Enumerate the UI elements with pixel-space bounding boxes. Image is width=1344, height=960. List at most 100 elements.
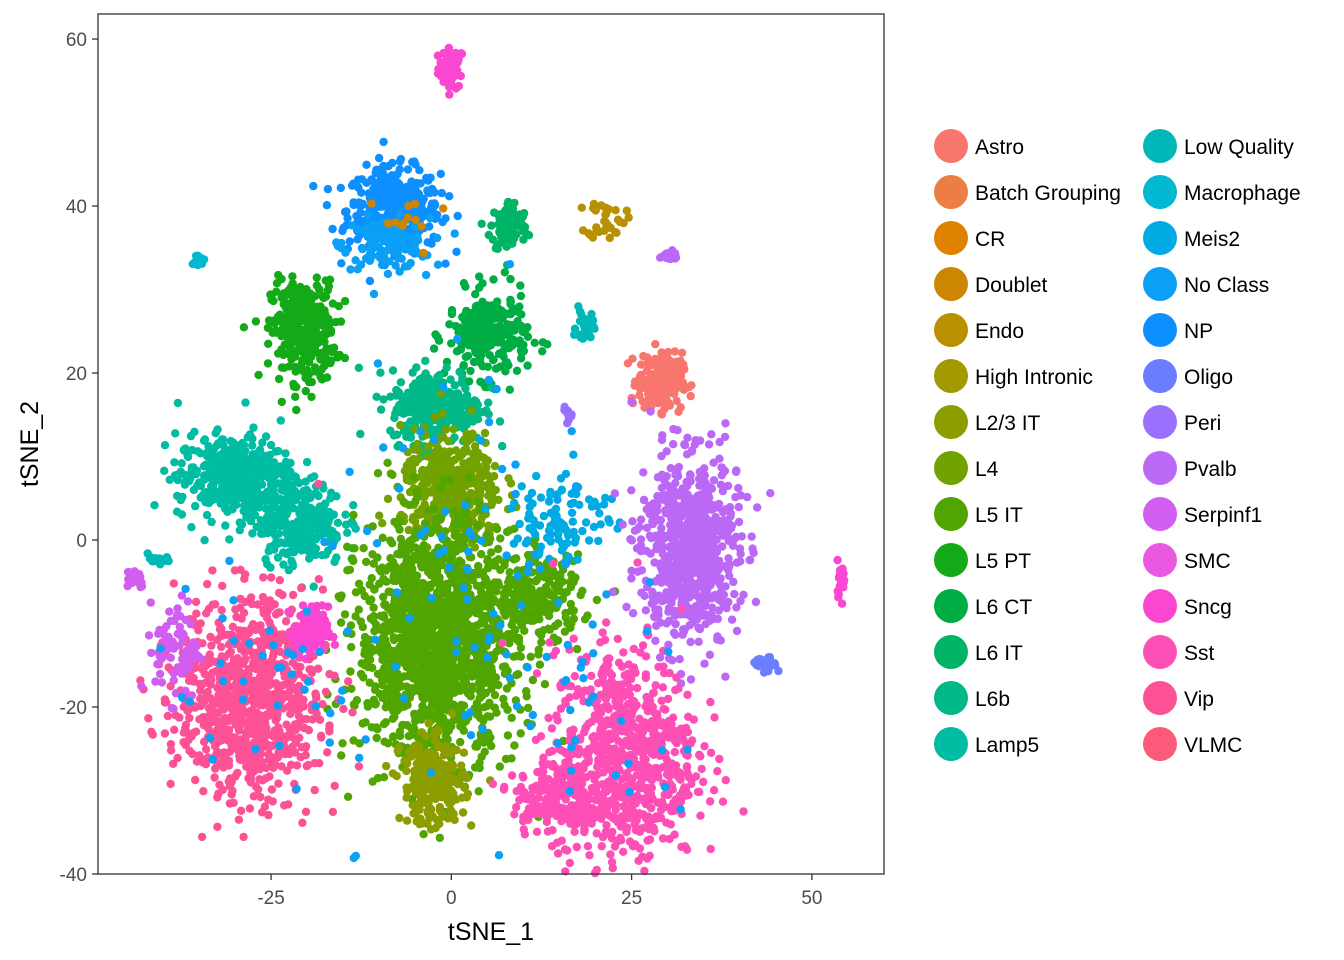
data-point: [374, 242, 383, 252]
data-point: [672, 396, 681, 406]
data-point: [423, 478, 432, 488]
data-point: [467, 685, 476, 695]
data-point: [388, 714, 397, 723]
data-point: [671, 357, 680, 367]
data-point: [492, 647, 501, 656]
data-point: [216, 474, 225, 484]
data-point: [311, 488, 320, 498]
data-point: [359, 544, 368, 553]
data-point: [317, 291, 327, 301]
data-point: [253, 448, 263, 458]
data-point: [506, 274, 515, 284]
data-point: [291, 367, 300, 376]
data-point: [457, 629, 467, 638]
data-point: [323, 286, 332, 295]
data-point: [407, 177, 416, 186]
data-point: [299, 313, 309, 323]
data-point: [452, 247, 461, 256]
data-point: [507, 237, 516, 246]
data-point: [302, 457, 312, 467]
data-point: [450, 229, 459, 238]
data-point: [470, 763, 480, 772]
data-point: [211, 429, 220, 438]
data-point: [317, 365, 326, 374]
data-point: [336, 183, 345, 193]
data-point: [284, 474, 293, 483]
data-point: [643, 359, 652, 368]
data-point: [424, 719, 433, 728]
data-point: [490, 703, 499, 712]
data-point: [448, 591, 458, 600]
data-point: [352, 211, 361, 221]
data-point: [350, 544, 359, 553]
data-point: [442, 363, 451, 372]
data-point: [415, 166, 424, 175]
data-point: [199, 462, 209, 471]
data-point: [383, 494, 393, 504]
data-point: [502, 527, 512, 537]
data-point: [377, 260, 387, 270]
data-point: [383, 236, 393, 246]
data-point: [301, 477, 310, 486]
data-point: [651, 354, 660, 364]
data-point: [446, 375, 455, 384]
data-point: [408, 368, 417, 377]
data-point: [322, 373, 332, 382]
data-point: [461, 509, 470, 519]
data-point: [225, 535, 234, 544]
data-point: [373, 553, 382, 562]
data-point: [343, 214, 352, 223]
data-point: [160, 441, 170, 450]
data-point: [456, 49, 466, 58]
data-point: [390, 195, 399, 205]
data-point: [268, 316, 277, 325]
data-point: [436, 483, 446, 492]
data-point: [670, 254, 680, 263]
data-point: [239, 323, 249, 332]
data-point: [369, 229, 378, 238]
data-point: [203, 448, 212, 457]
data-point: [461, 310, 470, 319]
data-point: [473, 664, 482, 673]
data-point: [436, 169, 445, 179]
data-point: [414, 446, 424, 455]
data-point: [523, 361, 532, 370]
data-point: [445, 90, 454, 99]
data-point: [561, 608, 570, 618]
data-point: [570, 330, 579, 339]
data-point: [411, 190, 421, 199]
data-point: [337, 243, 346, 253]
data-point: [395, 727, 405, 736]
data-point: [191, 470, 201, 479]
data-point: [387, 687, 397, 697]
data-point: [297, 293, 306, 303]
data-point: [274, 529, 283, 538]
data-point: [338, 739, 347, 748]
data-point: [438, 604, 447, 613]
data-point: [484, 521, 493, 530]
data-point: [605, 233, 614, 243]
data-point: [567, 619, 576, 628]
data-point: [261, 471, 270, 480]
data-point: [635, 372, 645, 381]
data-point: [186, 431, 196, 441]
data-point: [518, 327, 527, 337]
data-point: [406, 417, 415, 426]
data-point: [282, 538, 291, 547]
data-point: [482, 591, 491, 600]
data-point: [383, 458, 392, 467]
data-point: [571, 573, 580, 582]
data-point: [447, 721, 456, 731]
data-point: [292, 405, 301, 415]
data-point: [388, 227, 398, 236]
data-point: [412, 571, 422, 580]
data-point: [375, 202, 385, 211]
data-point: [395, 813, 404, 823]
data-point: [503, 731, 513, 740]
data-point: [207, 468, 217, 477]
data-point: [220, 485, 229, 494]
data-point: [361, 254, 371, 263]
data-point: [445, 192, 454, 201]
data-point: [254, 523, 263, 532]
data-point: [581, 315, 590, 324]
